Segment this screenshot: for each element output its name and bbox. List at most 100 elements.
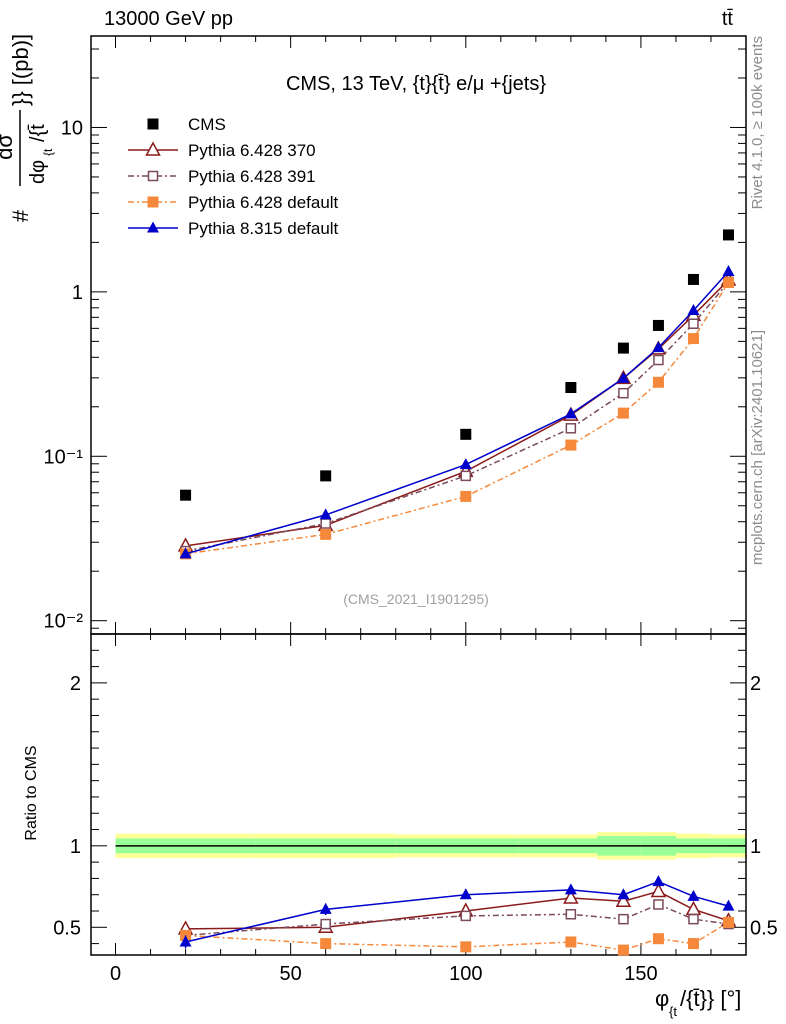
point-pythia-8-315-default (722, 265, 735, 277)
series-line-pythia-8-315-default (185, 271, 730, 555)
header-left: 13000 GeV pp (104, 8, 233, 30)
x-label-phi: φ (655, 986, 669, 1011)
legend-marker-pythia-6-428-370 (145, 141, 161, 156)
point-pythia-8-315-default (179, 547, 192, 559)
point-cms (617, 342, 629, 354)
ratio-point-pythia-6-428-370 (650, 882, 667, 898)
point-pythia-6-428-default (320, 528, 332, 540)
legend-label-pythia-6-428-391: Pythia 6.428 391 (188, 167, 316, 186)
point-pythia-6-428-391 (688, 318, 699, 329)
legend-label-pythia-6-428-370: Pythia 6.428 370 (188, 141, 316, 160)
point-cms (460, 428, 472, 440)
analysis-watermark: (CMS_2021_I1901295) (343, 591, 489, 607)
point-pythia-6-428-default (617, 407, 629, 419)
point-pythia-8-315-default (319, 508, 332, 520)
header-right: tt̄ (722, 8, 734, 30)
x-tick-label: 0 (110, 963, 121, 985)
ratio-point-pythia-6-428-391 (460, 910, 472, 922)
series-line-pythia-6-428-391 (185, 281, 730, 552)
point-cms (180, 489, 192, 501)
ratio-tick-label-right: 1 (750, 836, 761, 858)
y-label-den-sub: {t (41, 148, 55, 156)
y-label-den: dφ (27, 160, 49, 184)
legend: CMS Pythia 6.428 370 Pythia 6.428 391 Pythi… (128, 115, 339, 238)
y-tick-label: 10 (61, 117, 83, 139)
ratio-point-pythia-6-428-391 (618, 913, 629, 925)
point-pythia-6-428-default (652, 376, 664, 388)
legend-marker-pythia-8-315-default (147, 221, 159, 233)
ratio-tick-label-left: 2 (70, 673, 81, 695)
ratio-point-pythia-6-428-default (617, 944, 629, 956)
legend-marker-pythia-6-428-391 (147, 170, 159, 182)
ratio-point-pythia-6-428-370 (615, 892, 632, 907)
ratio-point-pythia-8-315-default (652, 875, 665, 887)
ratio-y-label: Ratio to CMS (23, 745, 40, 840)
point-pythia-6-428-default (460, 490, 472, 502)
ratio-point-pythia-8-315-default (687, 889, 700, 901)
ratio-line-pythia-6-428-391 (185, 903, 729, 937)
ratio-point-pythia-8-315-default (617, 888, 630, 900)
legend-label-cms: CMS (188, 115, 226, 134)
point-pythia-8-315-default (687, 304, 700, 316)
ratio-line-pythia-8-315-default (185, 880, 729, 943)
ratio-point-pythia-6-428-370 (685, 900, 702, 916)
point-pythia-6-428-391 (460, 470, 472, 482)
y-tick-label: 10⁻² (44, 611, 84, 633)
x-tick-label: 50 (280, 963, 302, 985)
legend-label-pythia-6-428-default: Pythia 6.428 default (188, 193, 339, 212)
legend-marker-cms (147, 118, 159, 130)
mcplots-label: mcplots.cern.ch [arXiv:2401.10621] (749, 330, 766, 565)
series-line-pythia-6-428-default (185, 282, 730, 555)
ratio-point-pythia-8-315-default (722, 899, 735, 911)
ratio-tick-label-right: 2 (750, 673, 761, 695)
ratio-point-pythia-6-428-391 (565, 909, 577, 920)
ratio-point-pythia-8-315-default (319, 902, 332, 914)
x-label-rest: /{t̄}} [°] (680, 986, 741, 1011)
y-tick-label: 10⁻¹ (44, 446, 84, 468)
ratio-point-pythia-6-428-391 (688, 913, 699, 925)
point-pythia-6-428-391 (618, 387, 629, 399)
main-plot-pad: 10⁻² 10⁻¹ 1 10 (44, 35, 747, 955)
y-label-tail: /{t̄ (27, 124, 49, 142)
ratio-point-pythia-6-428-default (652, 933, 664, 945)
ratio-point-pythia-6-428-391 (653, 899, 664, 910)
point-pythia-8-315-default (617, 371, 630, 383)
x-tick-label: 100 (449, 963, 482, 985)
x-axis-label: φ {t /{t̄}} [°] (655, 986, 741, 1019)
ratio-line-pythia-6-428-default (185, 921, 729, 951)
ratio-tick-label-left: 1 (70, 836, 81, 858)
y-axis-label: # dσ dφ {t /{t̄ }} [(pb)] (0, 34, 55, 222)
ratio-point-pythia-6-428-370 (563, 889, 579, 904)
y-tick-label: 1 (72, 282, 83, 304)
point-pythia-6-428-default (687, 333, 699, 345)
series-line-pythia-6-428-370 (185, 279, 730, 547)
ratio-line-pythia-6-428-370 (185, 890, 729, 930)
ratio-tick-label-right: 0.5 (750, 917, 778, 939)
point-cms (687, 273, 699, 285)
ratio-point-pythia-6-428-default (320, 938, 332, 950)
point-pythia-8-315-default (652, 341, 665, 353)
point-pythia-8-315-default (564, 407, 577, 419)
plot-title: CMS, 13 TeV, {t}{t̄} e/μ +{jets} (286, 73, 546, 95)
point-pythia-8-315-default (459, 458, 472, 470)
point-pythia-6-428-default (565, 439, 577, 451)
y-label-hash: # (8, 209, 33, 222)
ratio-plot-pad: 0 50 100 150 0.5 0.5 1 1 2 2 (53, 633, 778, 985)
point-cms (565, 382, 577, 394)
ratio-point-pythia-6-428-default (565, 936, 577, 948)
y-label-num: dσ (0, 134, 17, 160)
point-cms (652, 319, 664, 331)
ratio-frame (90, 633, 747, 956)
legend-label-pythia-8-315-default: Pythia 8.315 default (188, 219, 339, 238)
point-pythia-6-428-391 (653, 354, 664, 366)
point-pythia-6-428-391 (565, 423, 577, 434)
ratio-point-pythia-8-315-default (459, 888, 472, 900)
ratio-point-pythia-8-315-default (564, 883, 577, 895)
ratio-point-pythia-8-315-default (179, 935, 192, 947)
ratio-point-pythia-6-428-default (687, 938, 699, 950)
legend-marker-pythia-6-428-default (147, 196, 159, 208)
ratio-point-pythia-6-428-default (722, 916, 734, 928)
ratio-point-pythia-6-428-391 (320, 918, 331, 930)
ratio-point-pythia-6-428-default (460, 941, 472, 953)
